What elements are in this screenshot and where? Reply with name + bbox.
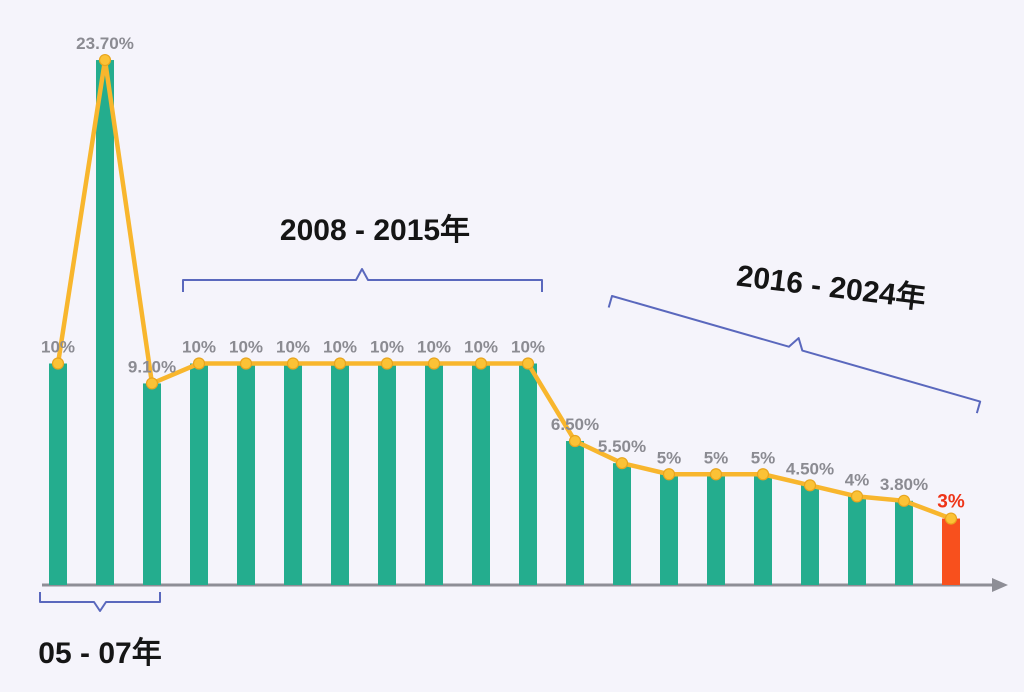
value-label-2006: 23.70% xyxy=(76,34,134,53)
bar-2016 xyxy=(566,441,584,585)
x-axis-arrow xyxy=(992,578,1008,592)
value-label-2012: 10% xyxy=(370,338,404,357)
data-point-2005 xyxy=(51,357,65,370)
data-point-2009 xyxy=(239,357,253,370)
data-point-2018 xyxy=(662,468,676,481)
bar-2013 xyxy=(425,363,443,585)
bar-2020 xyxy=(754,474,772,585)
bar-2021 xyxy=(801,485,819,585)
value-label-2021: 4.50% xyxy=(786,459,834,478)
value-label-2008: 10% xyxy=(182,338,216,357)
bar-2010 xyxy=(284,363,302,585)
value-label-2015: 10% xyxy=(511,338,545,357)
bar-2009 xyxy=(237,363,255,585)
data-point-2023 xyxy=(897,494,911,507)
data-point-2013 xyxy=(427,357,441,370)
bar-2012 xyxy=(378,363,396,585)
data-point-2006 xyxy=(98,53,112,67)
value-label-2013: 10% xyxy=(417,338,451,357)
bar-2011 xyxy=(331,363,349,585)
data-point-2014 xyxy=(474,357,488,370)
value-label-2014: 10% xyxy=(464,338,498,357)
data-point-2007 xyxy=(145,377,159,390)
bar-2006 xyxy=(96,60,114,586)
brace-2016-2024 xyxy=(607,295,982,414)
group-label-2008-2015: 2008 - 2015年 xyxy=(280,214,470,247)
value-label-2018: 5% xyxy=(657,448,682,467)
brace-05-07 xyxy=(39,592,161,612)
data-point-2017 xyxy=(615,457,629,470)
data-point-2008 xyxy=(192,357,206,370)
value-label-2022: 4% xyxy=(845,470,870,489)
bar-2018 xyxy=(660,474,678,585)
data-point-2020 xyxy=(756,468,770,481)
value-label-2005: 10% xyxy=(41,338,75,357)
value-label-2017: 5.50% xyxy=(598,437,646,456)
bar-2023 xyxy=(895,500,913,585)
value-label-2009: 10% xyxy=(229,338,263,357)
bar-2019 xyxy=(707,474,725,585)
group-label-05-07: 05 - 07年 xyxy=(38,637,161,670)
bar-2007 xyxy=(143,383,161,585)
bar-2017 xyxy=(613,463,631,585)
bar-2024 xyxy=(942,518,960,585)
bar-2014 xyxy=(472,363,490,585)
value-label-2023: 3.80% xyxy=(880,475,928,494)
bar-2008 xyxy=(190,363,208,585)
data-point-2015 xyxy=(521,357,535,370)
value-label-2011: 10% xyxy=(323,338,357,357)
data-point-2016 xyxy=(568,434,582,448)
brace-2008-2015 xyxy=(182,268,543,292)
bar-2015 xyxy=(519,363,537,585)
data-point-2019 xyxy=(709,468,723,481)
value-label-2019: 5% xyxy=(704,448,729,467)
data-point-2021 xyxy=(803,479,817,492)
value-label-2024: 3% xyxy=(937,492,965,513)
value-label-2007: 9.10% xyxy=(128,357,176,376)
value-label-2016: 6.50% xyxy=(551,415,599,434)
data-point-2010 xyxy=(286,357,300,370)
group-label-2016-2024: 2016 - 2024年 xyxy=(735,260,928,316)
data-point-2024 xyxy=(944,512,958,525)
data-point-2022 xyxy=(850,490,864,503)
bar-2005 xyxy=(49,363,67,585)
data-point-2012 xyxy=(380,357,394,370)
value-label-2020: 5% xyxy=(751,448,776,467)
bar-2022 xyxy=(848,496,866,585)
value-label-2010: 10% xyxy=(276,338,310,357)
data-point-2011 xyxy=(333,357,347,370)
trend-line xyxy=(55,57,954,521)
